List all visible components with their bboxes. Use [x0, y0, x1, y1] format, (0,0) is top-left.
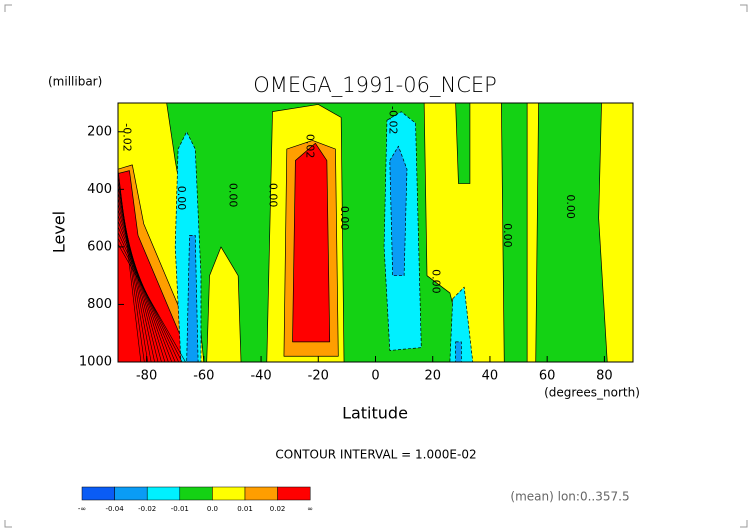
- contour-label: 0.00: [175, 186, 188, 211]
- y-tick-label: 400: [87, 182, 112, 197]
- contour-field: [118, 103, 633, 362]
- x-tick-label: -20: [308, 369, 329, 384]
- y-tick-label: 600: [87, 239, 112, 254]
- x-tick-label: 60: [539, 369, 556, 384]
- contour-region: [598, 103, 633, 362]
- contour-line: [118, 209, 166, 362]
- colorbar-box: [212, 486, 246, 501]
- corner: [4, 520, 12, 528]
- contour-label: 0.00: [564, 194, 577, 219]
- x-tick-label: -40: [250, 369, 271, 384]
- colorbar-label: -0.02: [138, 505, 156, 513]
- contour-label: 0.02: [304, 134, 317, 159]
- subtitle: CONTOUR INTERVAL = 1.000E-02: [275, 448, 476, 462]
- contour-region: [186, 235, 199, 362]
- colorbar-label: -∞: [78, 505, 86, 513]
- y-tick-label: 1000: [79, 355, 112, 370]
- contour-label: -0.02: [387, 106, 400, 134]
- corner: [4, 4, 12, 12]
- contour-region: [423, 103, 505, 362]
- contour-line: [118, 180, 149, 362]
- contour-line: [118, 186, 152, 362]
- contour-line: [118, 192, 155, 362]
- colorbar-label: ∞: [307, 505, 313, 513]
- contour-region: [292, 142, 331, 343]
- contour-label: 0.00: [338, 206, 351, 231]
- contour-line: [118, 197, 159, 362]
- colorbar-box: [146, 486, 181, 501]
- chart-title: OMEGA_1991-06_NCEP: [253, 73, 497, 97]
- contour-label: 0.00: [501, 223, 514, 248]
- corner-marks: [4, 4, 748, 528]
- x-tick-label: -60: [193, 369, 214, 384]
- y-units: (millibar): [48, 75, 102, 89]
- contour-region: [389, 145, 408, 277]
- contour-line: [118, 215, 169, 362]
- y-tick-label: 200: [87, 124, 112, 139]
- contour-line: [118, 203, 162, 362]
- colorbar-label: -0.04: [106, 505, 125, 513]
- corner: [740, 4, 748, 12]
- x-units: (degrees_north): [544, 386, 640, 400]
- colorbar-box: [179, 486, 213, 501]
- colorbar-label: 0.0: [207, 505, 218, 513]
- x-tick-label: 0: [371, 369, 379, 384]
- x-tick-label: 40: [482, 369, 499, 384]
- contour-region: [455, 341, 462, 362]
- colorbar-box: [81, 486, 115, 501]
- contour-region: [455, 103, 471, 184]
- contour-label: 0.00: [430, 269, 443, 294]
- contour-label: -0.02: [121, 123, 134, 151]
- footnote: (mean) lon:0..357.5: [510, 490, 629, 504]
- contour-line: [118, 243, 186, 362]
- contour-label: 0.00: [267, 183, 280, 208]
- x-tick-label: -80: [136, 369, 157, 384]
- y-tick-label: 800: [87, 297, 112, 312]
- colorbar-label: -0.01: [171, 505, 189, 513]
- colorbar-box: [244, 486, 278, 501]
- contour-region: [118, 170, 193, 362]
- colorbar-box: [277, 486, 311, 501]
- contour-region: [526, 103, 539, 362]
- y-axis-label: Level: [50, 211, 69, 253]
- colorbar-label: 0.02: [270, 505, 286, 513]
- colorbar-box: [114, 486, 148, 501]
- colorbar-label: 0.01: [237, 505, 253, 513]
- corner: [740, 520, 748, 528]
- x-tick-label: 80: [596, 369, 613, 384]
- x-axis-label: Latitude: [342, 404, 408, 423]
- x-tick-label: 20: [424, 369, 441, 384]
- contour-region: [118, 103, 633, 362]
- contour-region: [206, 246, 242, 362]
- contour-label: 0.00: [226, 183, 239, 208]
